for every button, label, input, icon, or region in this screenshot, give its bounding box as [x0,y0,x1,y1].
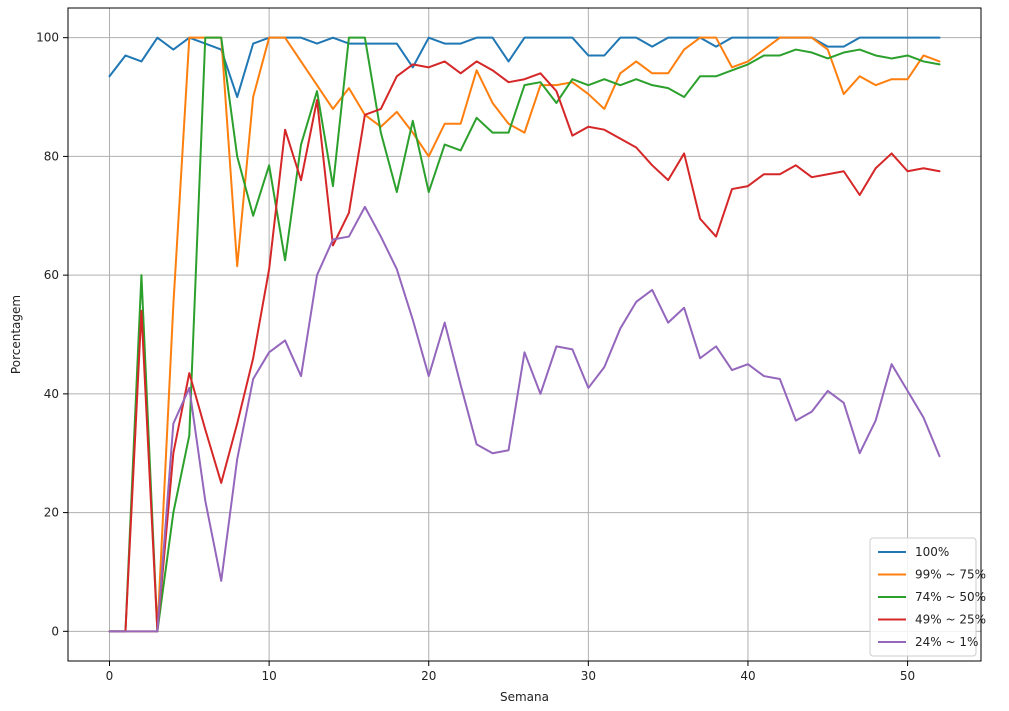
y-tick-label: 80 [44,149,59,163]
y-tick-label: 0 [51,624,59,638]
series-lines [108,36,941,633]
legend-label: 99% ~ 75% [915,568,986,582]
x-tick-label: 50 [900,669,915,683]
series-line-2 [108,36,941,633]
y-tick-label: 60 [44,268,59,282]
y-axis-label: Porcentagem [9,295,23,374]
legend-label: 100% [915,545,949,559]
x-tick-label: 40 [740,669,755,683]
x-tick-label: 20 [421,669,436,683]
y-tick-label: 20 [44,506,59,520]
series-line-5 [108,205,941,633]
x-tick-label: 0 [106,669,114,683]
y-tick-label: 100 [36,31,59,45]
series-line-4 [108,60,941,633]
legend-label: 74% ~ 50% [915,590,986,604]
x-axis-label: Semana [500,690,549,704]
legend-box [869,537,977,657]
y-tick-label: 40 [44,387,59,401]
x-tick-label: 10 [261,669,276,683]
grid [68,8,981,661]
y-axis-ticks: 0 20 40 60 80 100 [36,31,68,638]
legend-label: 49% ~ 25% [915,613,986,627]
legend: 100% 99% ~ 75% 74% ~ 50% 49% ~ 25% 24% ~ 1% [869,537,986,657]
legend-label: 24% ~ 1% [915,635,978,649]
x-axis-ticks: 0 10 20 30 40 50 [106,661,915,683]
x-tick-label: 30 [581,669,596,683]
axes-frame [67,7,982,662]
series-line-3 [108,36,941,633]
